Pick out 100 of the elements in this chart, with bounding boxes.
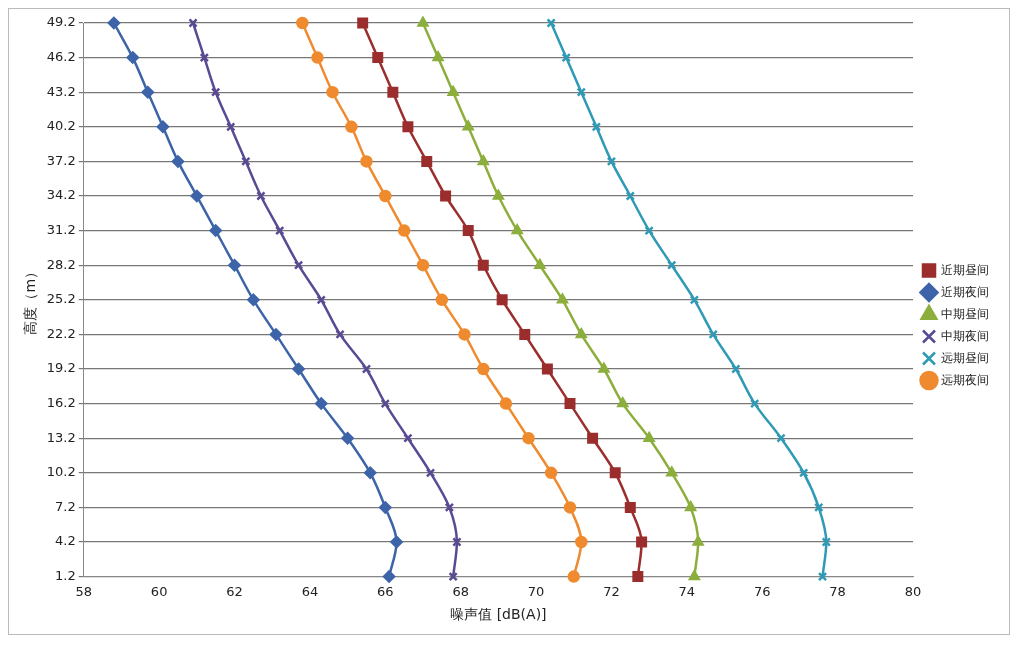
x-tick-label: 70 <box>527 583 545 599</box>
point <box>685 501 697 512</box>
point <box>813 502 824 513</box>
point <box>817 571 828 582</box>
point <box>564 398 576 410</box>
point <box>293 260 304 270</box>
y-tick-label: 34.2 <box>46 187 76 203</box>
y-tick-label: 1.2 <box>55 567 76 583</box>
point <box>448 571 458 582</box>
point <box>692 535 704 546</box>
point <box>199 52 210 63</box>
y-tick-label: 4.2 <box>55 533 76 549</box>
y-tick-label: 37.2 <box>46 152 76 168</box>
point <box>190 189 204 203</box>
point <box>477 362 490 376</box>
point <box>636 536 648 548</box>
point <box>609 467 621 479</box>
y-tick-label: 40.2 <box>46 118 76 134</box>
point <box>462 225 474 237</box>
point <box>171 155 185 168</box>
point <box>440 190 452 202</box>
x-tick-label: 78 <box>829 583 846 599</box>
point <box>666 260 677 270</box>
point <box>380 398 391 409</box>
x-tick-label: 80 <box>904 583 922 599</box>
point <box>417 16 429 27</box>
point <box>107 16 121 30</box>
legend-label: 中期夜间 <box>941 328 989 343</box>
point <box>311 51 324 64</box>
x-tick-label: 76 <box>753 583 771 599</box>
point <box>731 364 741 374</box>
point <box>546 18 556 28</box>
point <box>188 18 198 28</box>
point <box>403 433 413 443</box>
legend-label: 近期昼间 <box>941 262 989 277</box>
x-tick-label: 72 <box>603 583 620 599</box>
point <box>688 570 700 581</box>
point <box>567 570 581 583</box>
point <box>363 466 377 480</box>
legend-label: 远期夜间 <box>941 372 989 387</box>
point <box>126 51 139 64</box>
point <box>598 362 610 373</box>
y-tick-label: 31.2 <box>46 221 76 237</box>
point <box>435 293 449 307</box>
point <box>382 570 396 583</box>
point <box>421 155 433 167</box>
point <box>256 191 266 201</box>
point <box>425 468 436 478</box>
point <box>563 501 577 514</box>
point <box>643 431 655 442</box>
y-tick-label: 13.2 <box>46 429 76 445</box>
point <box>511 224 523 235</box>
point <box>316 295 326 305</box>
point <box>798 468 809 478</box>
point <box>492 189 504 200</box>
x-tick-label: 74 <box>678 583 696 599</box>
y-tick-label: 10.2 <box>46 464 76 480</box>
point <box>462 120 474 131</box>
point <box>269 328 283 341</box>
point <box>477 259 489 271</box>
point <box>534 258 546 269</box>
legend-label: 近期夜间 <box>941 284 989 299</box>
point <box>544 466 558 480</box>
point <box>345 120 358 134</box>
point <box>397 224 411 237</box>
point <box>606 156 617 167</box>
point <box>387 86 399 98</box>
point <box>561 52 572 63</box>
point <box>749 398 760 409</box>
y-tick-label: 19.2 <box>46 360 76 376</box>
point <box>496 294 508 306</box>
y-tick-label: 43.2 <box>46 83 76 99</box>
point <box>402 121 414 133</box>
point <box>576 87 587 97</box>
point <box>587 432 599 444</box>
x-tick-label: 60 <box>150 583 168 599</box>
point <box>708 329 719 340</box>
x-tick-label: 58 <box>75 583 93 599</box>
legend-label: 远期昼间 <box>941 350 989 365</box>
x-tick-label: 66 <box>377 583 394 599</box>
x-axis-title: 噪声值 [dB(A)] <box>450 606 547 623</box>
point <box>241 156 251 167</box>
point <box>776 433 786 443</box>
point <box>247 293 260 307</box>
x-tick-label: 64 <box>301 583 319 599</box>
y-tick-label: 46.2 <box>46 48 76 64</box>
point <box>296 16 309 30</box>
x-tick-label: 62 <box>226 583 243 599</box>
point <box>625 191 636 201</box>
point <box>522 431 535 445</box>
x-tick-label: 68 <box>452 583 469 599</box>
point <box>624 501 636 513</box>
point <box>644 225 654 236</box>
point <box>141 85 155 99</box>
point <box>591 122 602 132</box>
y-tick-label: 25.2 <box>46 291 76 307</box>
y-tick-label: 16.2 <box>46 394 76 410</box>
point <box>541 363 553 375</box>
point <box>617 397 629 408</box>
point <box>821 537 832 547</box>
